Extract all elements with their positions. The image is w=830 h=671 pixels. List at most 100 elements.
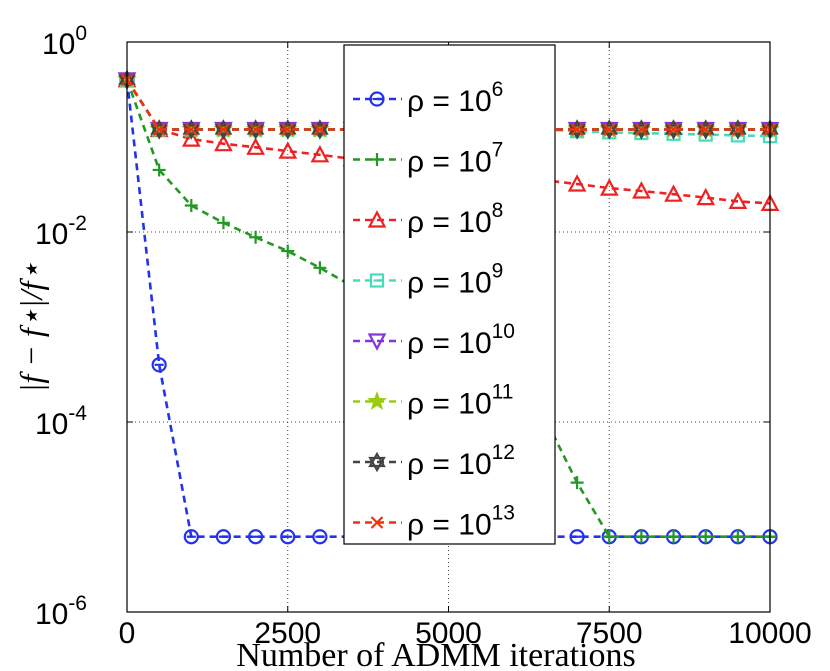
- data-point: [369, 273, 385, 288]
- data-point: [280, 529, 296, 545]
- data-point: [152, 123, 166, 136]
- marker-plus: [667, 530, 681, 544]
- legend-label: ρ = 1010: [407, 320, 515, 360]
- data-point: [567, 174, 587, 192]
- data-point: [696, 187, 716, 206]
- legend-label-exponent: 13: [492, 502, 515, 525]
- data-point: [602, 530, 616, 544]
- marker-plus: [313, 261, 327, 275]
- series-line: [125, 79, 770, 539]
- legend-item: ρ = 108: [353, 199, 503, 239]
- legend-label: ρ = 107: [407, 139, 503, 179]
- legend-item: ρ = 107: [353, 139, 503, 179]
- legend-label-base: ρ = 10: [407, 388, 492, 421]
- marker-x: [602, 123, 616, 136]
- data-point: [635, 123, 648, 136]
- data-point: [184, 199, 198, 213]
- x-tick-label: 10000: [728, 617, 811, 650]
- marker-triangle-down: [367, 333, 387, 351]
- data-point: [216, 216, 230, 230]
- marker-x: [731, 123, 745, 136]
- data-point: [664, 184, 683, 202]
- marker-plus: [370, 153, 384, 166]
- y-tick-base: 10: [42, 28, 75, 61]
- data-point: [367, 333, 387, 351]
- y-tick-exponent: -6: [68, 592, 87, 615]
- marker-triangle: [599, 178, 619, 196]
- legend-item: ρ = 1013: [353, 502, 515, 542]
- marker-triangle: [567, 174, 587, 192]
- data-point: [246, 137, 265, 155]
- legend-label: ρ = 108: [407, 199, 503, 239]
- data-point: [367, 210, 387, 228]
- marker-plus: [184, 199, 198, 213]
- data-point: [151, 357, 167, 373]
- marker-plus: [731, 530, 745, 544]
- legend-label-base: ρ = 10: [407, 267, 492, 300]
- data-point: [249, 123, 262, 136]
- data-point: [731, 530, 745, 544]
- data-point: [699, 123, 712, 136]
- marker-x: [635, 123, 648, 136]
- y-tick-label: 10-6: [35, 592, 87, 631]
- legend-label-base: ρ = 10: [407, 448, 492, 481]
- data-point: [569, 529, 585, 545]
- marker-square: [369, 273, 385, 288]
- legend-label-exponent: 9: [492, 260, 504, 283]
- y-tick-exponent: 0: [75, 22, 87, 45]
- legend-label: ρ = 1012: [407, 441, 515, 481]
- data-point: [369, 91, 385, 107]
- marker-x: [152, 123, 166, 136]
- marker-plus: [602, 530, 616, 544]
- y-tick-label: 100: [42, 22, 87, 61]
- y-tick-base: 10: [35, 598, 68, 631]
- x-tick-label: 7500: [576, 617, 643, 650]
- marker-plus: [152, 163, 166, 177]
- marker-circle: [248, 529, 264, 545]
- y-tick-exponent: -2: [68, 212, 87, 235]
- marker-triangle: [632, 181, 651, 199]
- data-point: [313, 261, 327, 275]
- legend-label-exponent: 8: [492, 199, 504, 222]
- marker-star: [367, 391, 387, 410]
- data-point: [731, 123, 745, 136]
- marker-triangle: [214, 133, 233, 152]
- marker-x: [370, 516, 384, 529]
- marker-x: [699, 123, 712, 136]
- data-point: [215, 529, 232, 545]
- legend-label-exponent: 12: [492, 441, 515, 464]
- data-point: [368, 451, 386, 473]
- data-point: [728, 191, 748, 209]
- data-point: [217, 123, 230, 136]
- legend-item: ρ = 1011: [353, 381, 513, 421]
- legend-label: ρ = 109: [407, 260, 503, 300]
- marker-plus: [281, 244, 295, 258]
- marker-circle: [280, 529, 296, 545]
- x-axis-label: Number of ADMM iterations: [236, 637, 635, 671]
- marker-triangle: [278, 141, 298, 159]
- marker-triangle: [310, 144, 330, 163]
- legend-label: ρ = 1011: [407, 381, 513, 421]
- marker-hexagram-a: [368, 451, 386, 468]
- data-point: [370, 516, 384, 529]
- marker-circle: [151, 357, 167, 373]
- marker-x: [249, 123, 262, 136]
- x-tick-label: 2500: [254, 617, 321, 650]
- marker-x: [570, 123, 584, 136]
- data-point: [249, 230, 263, 244]
- x-tick-label: 0: [119, 617, 136, 650]
- marker-x: [313, 123, 327, 136]
- legend-label: ρ = 1013: [407, 502, 515, 542]
- legend-item: ρ = 106: [353, 78, 503, 118]
- legend-label-exponent: 6: [492, 78, 504, 101]
- x-tick-label: 5000: [415, 617, 482, 650]
- marker-plus: [699, 530, 713, 544]
- marker-circle: [569, 529, 585, 545]
- data-point: [667, 530, 681, 544]
- data-point: [602, 123, 616, 136]
- marker-x: [185, 123, 198, 136]
- data-point: [281, 244, 295, 258]
- data-point: [570, 123, 584, 136]
